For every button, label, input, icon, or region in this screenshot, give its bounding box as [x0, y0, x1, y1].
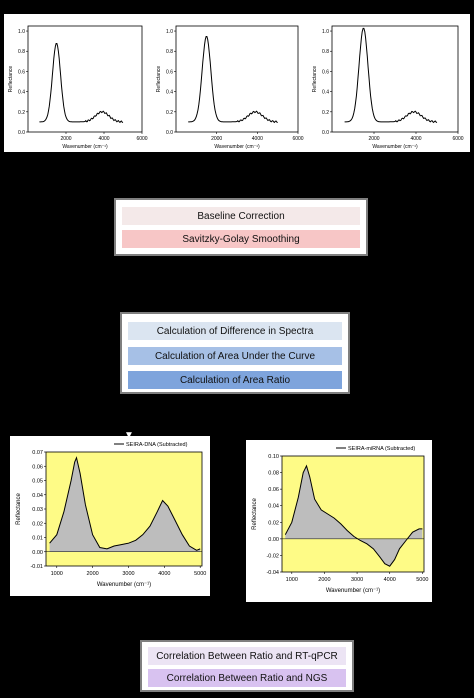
x-tick-label: 2000 — [86, 571, 98, 577]
x-axis-label: Wavenumber (cm⁻¹) — [214, 144, 260, 150]
x-tick-label: 4000 — [384, 577, 396, 583]
y-tick-label: 0.07 — [32, 450, 43, 456]
y-axis-label: Reflectance — [252, 497, 258, 529]
y-tick-label: 0.8 — [322, 49, 329, 55]
y-tick-label: 0.6 — [166, 69, 173, 75]
plot-frame — [175, 25, 299, 133]
savitzky-golay-step: Savitzky-Golay Smoothing — [122, 230, 360, 248]
y-tick-label: 0.0 — [18, 130, 25, 136]
x-axis-label: Wavenumber (cm⁻¹) — [62, 144, 108, 150]
difference-in-spectra-step: Calculation of Difference in Spectra — [128, 322, 342, 340]
y-tick-label: 0.06 — [268, 487, 279, 493]
y-tick-label: 0.6 — [18, 69, 25, 75]
mirna-chart-panel: SEIRA-miRNA (Subtracted) -0.04 -0.02 0.00 0.… — [246, 440, 432, 602]
area-fill — [49, 457, 201, 552]
x-tick-label: 5000 — [416, 577, 428, 583]
dna-chart-panel: SEIRA-DNA (Subtracted) -0.01 0.00 0.01 0.02 0… — [10, 436, 210, 596]
spectrum-line — [344, 27, 438, 124]
mirna-subtracted-chart: SEIRA-miRNA (Subtracted) -0.04 -0.02 0.00 0.… — [252, 446, 428, 594]
x-tick-label: 1000 — [51, 571, 63, 577]
y-tick-label: 0.08 — [268, 471, 279, 477]
y-tick-label: 0.03 — [32, 507, 43, 513]
y-tick-label: 0.06 — [32, 464, 43, 470]
rt-qpcr-correlation-step: Correlation Between Ratio and RT-qPCR — [148, 647, 346, 665]
x-tick-label: 2000 — [60, 136, 71, 142]
area-fill — [285, 465, 423, 567]
plot-frame — [331, 25, 459, 133]
y-axis-label: Reflectance — [16, 492, 22, 524]
y-tick-label: 1.0 — [18, 29, 25, 35]
plot-frame — [27, 25, 143, 133]
y-tick-label: 0.6 — [322, 69, 329, 75]
y-tick-label: 0.2 — [322, 110, 329, 116]
x-tick-label: 6000 — [292, 136, 303, 142]
y-tick-label: 0.05 — [32, 479, 43, 485]
baseline-correction-step: Baseline Correction — [122, 207, 360, 225]
top-spectrum-chart-3: 0.0 0.2 0.4 0.6 0.8 1.0 2000 4000 6000 Reflectanc… — [312, 25, 464, 150]
series-line — [49, 456, 201, 551]
y-tick-label: 0.02 — [32, 521, 43, 527]
analysis-box: Calculation of Difference in Spectra Cal… — [120, 312, 350, 394]
x-tick-label: 4000 — [410, 136, 421, 142]
y-tick-label: 0.01 — [32, 536, 43, 542]
top-spectrum-chart-1: 0.0 0.2 0.4 0.6 0.8 1.0 2000 4000 6000 Reflectanc… — [8, 25, 148, 150]
ngs-correlation-step: Correlation Between Ratio and NGS — [148, 669, 346, 687]
x-tick-label: 2000 — [368, 136, 379, 142]
legend-label: SEIRA-miRNA (Subtracted) — [348, 446, 415, 452]
top-spectrum-panel-1: 0.0 0.2 0.4 0.6 0.8 1.0 2000 4000 6000 Reflectanc… — [4, 14, 154, 152]
preprocessing-box: Baseline Correction Savitzky-Golay Smoot… — [114, 198, 368, 256]
legend-label: SEIRA-DNA (Subtracted) — [126, 442, 188, 448]
x-tick-label: 4000 — [158, 571, 170, 577]
correlation-box: Correlation Between Ratio and RT-qPCR Co… — [140, 640, 354, 692]
y-tick-label: 0.00 — [268, 537, 279, 543]
y-tick-label: 0.4 — [18, 90, 25, 96]
y-tick-label: 0.02 — [268, 520, 279, 526]
y-axis-label: Reflectance — [156, 66, 162, 93]
y-tick-label: 0.10 — [268, 454, 279, 460]
y-tick-label: 0.04 — [32, 493, 43, 499]
y-tick-label: 0.8 — [166, 49, 173, 55]
area-ratio-step: Calculation of Area Ratio — [128, 371, 342, 389]
spectrum-line — [39, 43, 124, 124]
y-tick-label: 1.0 — [322, 29, 329, 35]
x-tick-label: 6000 — [452, 136, 463, 142]
x-tick-label: 3000 — [122, 571, 134, 577]
y-tick-label: 0.0 — [322, 130, 329, 136]
y-tick-label: 0.4 — [322, 90, 329, 96]
x-axis-label: Wavenumber (cm⁻¹) — [326, 588, 380, 594]
series-line — [284, 464, 423, 567]
y-axis-label: Reflectance — [312, 66, 318, 93]
y-tick-label: 0.0 — [166, 130, 173, 136]
top-spectrum-panel-3: 0.0 0.2 0.4 0.6 0.8 1.0 2000 4000 6000 Reflectanc… — [308, 14, 470, 152]
x-tick-label: 4000 — [252, 136, 263, 142]
x-tick-label: 2000 — [318, 577, 330, 583]
y-tick-label: 0.8 — [18, 49, 25, 55]
y-tick-label: -0.04 — [266, 570, 279, 576]
top-spectrum-chart-2: 0.0 0.2 0.4 0.6 0.8 1.0 2000 4000 6000 Reflectanc… — [156, 25, 304, 150]
x-tick-label: 2000 — [211, 136, 222, 142]
y-tick-label: -0.02 — [266, 553, 279, 559]
top-spectrum-panel-2: 0.0 0.2 0.4 0.6 0.8 1.0 2000 4000 6000 Reflectanc… — [152, 14, 310, 152]
area-under-curve-step: Calculation of Area Under the Curve — [128, 347, 342, 365]
dna-subtracted-chart: SEIRA-DNA (Subtracted) -0.01 0.00 0.01 0.02 0… — [16, 442, 206, 588]
y-tick-label: 0.4 — [166, 90, 173, 96]
y-tick-label: 0.00 — [32, 550, 43, 556]
y-tick-label: 0.2 — [18, 110, 25, 116]
spectrum-line — [188, 36, 278, 124]
y-tick-label: -0.01 — [30, 564, 43, 570]
x-tick-label: 1000 — [286, 577, 298, 583]
x-tick-label: 4000 — [98, 136, 109, 142]
x-tick-label: 6000 — [136, 136, 147, 142]
y-axis-label: Reflectance — [8, 66, 14, 93]
down-arrow-icon: ▼ — [124, 430, 134, 441]
x-tick-label: 5000 — [194, 571, 206, 577]
y-tick-label: 0.2 — [166, 110, 173, 116]
x-axis-label: Wavenumber (cm⁻¹) — [97, 582, 151, 588]
y-tick-label: 1.0 — [166, 29, 173, 35]
y-tick-label: 0.04 — [268, 504, 279, 510]
x-axis-label: Wavenumber (cm⁻¹) — [372, 144, 418, 150]
x-tick-label: 3000 — [351, 577, 363, 583]
